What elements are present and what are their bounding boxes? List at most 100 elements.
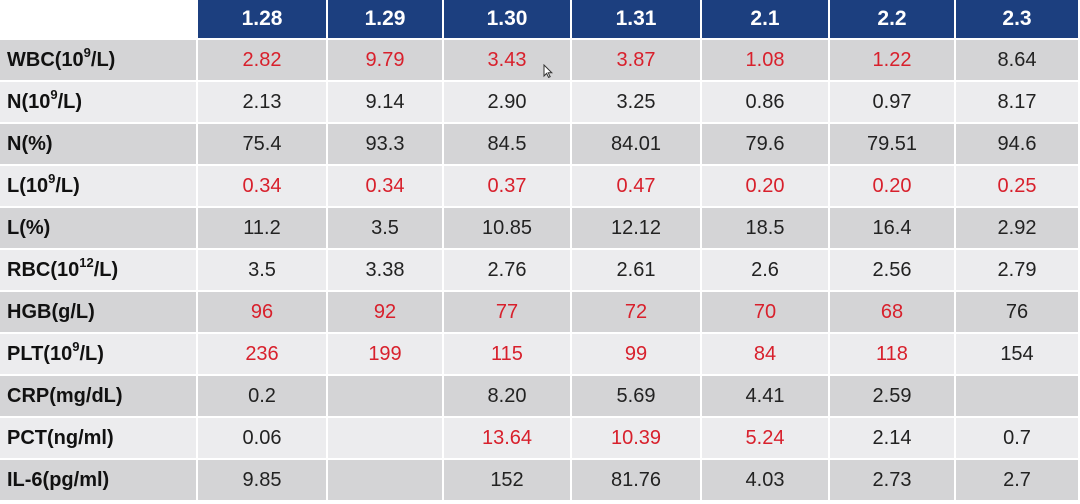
table-cell: 75.4 bbox=[198, 124, 328, 166]
row-label: L(%) bbox=[0, 208, 198, 250]
table-cell bbox=[328, 376, 444, 418]
row-label-text: IL-6(pg/ml) bbox=[7, 468, 110, 491]
table-cell: 84.01 bbox=[572, 124, 702, 166]
table-cell: 0.34 bbox=[198, 166, 328, 208]
table-cell: 76 bbox=[956, 292, 1080, 334]
table-cell: 236 bbox=[198, 334, 328, 376]
row-label-text: L(10 bbox=[7, 174, 49, 197]
row-label: N(%) bbox=[0, 124, 198, 166]
table-row: CRP(mg/dL) 0.2 8.20 5.69 4.41 2.59 bbox=[0, 376, 1080, 418]
table-cell: 1.22 bbox=[830, 40, 956, 82]
table-cell: 4.03 bbox=[702, 460, 830, 502]
table-cell: 3.25 bbox=[572, 82, 702, 124]
table-cell: 8.17 bbox=[956, 82, 1080, 124]
row-label: L(109/L) bbox=[0, 166, 198, 208]
row-label-unit: /L) bbox=[79, 342, 104, 365]
table-cell: 18.5 bbox=[702, 208, 830, 250]
table-cell: 70 bbox=[702, 292, 830, 334]
table-cell: 9.85 bbox=[198, 460, 328, 502]
table-cell: 0.06 bbox=[198, 418, 328, 460]
table-cell: 2.90 bbox=[444, 82, 572, 124]
table-cell: 152 bbox=[444, 460, 572, 502]
column-header: 2.1 bbox=[702, 0, 830, 40]
table-cell: 118 bbox=[830, 334, 956, 376]
header-corner bbox=[0, 0, 198, 40]
table-cell: 10.85 bbox=[444, 208, 572, 250]
table-cell: 11.2 bbox=[198, 208, 328, 250]
table-cell: 2.79 bbox=[956, 250, 1080, 292]
table-cell: 2.82 bbox=[198, 40, 328, 82]
table-cell: 3.5 bbox=[198, 250, 328, 292]
table-cell: 96 bbox=[198, 292, 328, 334]
row-label-text: N(10 bbox=[7, 90, 51, 113]
table-row: IL-6(pg/ml) 9.85 152 81.76 4.03 2.73 2.7 bbox=[0, 460, 1080, 502]
table-cell: 2.14 bbox=[830, 418, 956, 460]
table-cell bbox=[328, 418, 444, 460]
table-cell: 0.97 bbox=[830, 82, 956, 124]
table-cell: 115 bbox=[444, 334, 572, 376]
table-cell: 10.39 bbox=[572, 418, 702, 460]
row-label-exponent: 9 bbox=[83, 44, 91, 60]
table-cell: 9.79 bbox=[328, 40, 444, 82]
row-label-unit: /L) bbox=[57, 90, 83, 113]
row-label-exponent: 12 bbox=[79, 254, 94, 270]
table-cell: 93.3 bbox=[328, 124, 444, 166]
table-cell bbox=[328, 460, 444, 502]
table-cell: 2.56 bbox=[830, 250, 956, 292]
row-label-text: PLT(10 bbox=[7, 342, 73, 365]
table-cell: 0.20 bbox=[702, 166, 830, 208]
table-row: RBC(1012/L) 3.5 3.38 2.76 2.61 2.6 2.56 2.79 bbox=[0, 250, 1080, 292]
table-cell: 3.87 bbox=[572, 40, 702, 82]
table-cell: 13.64 bbox=[444, 418, 572, 460]
table-cell: 3.43 bbox=[444, 40, 572, 82]
table-cell: 0.2 bbox=[198, 376, 328, 418]
row-label: HGB(g/L) bbox=[0, 292, 198, 334]
row-label: IL-6(pg/ml) bbox=[0, 460, 198, 502]
table-cell: 2.7 bbox=[956, 460, 1080, 502]
table-cell: 84.5 bbox=[444, 124, 572, 166]
row-label: WBC(109/L) bbox=[0, 40, 198, 82]
row-label-exponent: 9 bbox=[50, 86, 58, 102]
row-label-exponent: 9 bbox=[48, 170, 56, 186]
row-label-text: N(%) bbox=[7, 132, 53, 155]
table-cell: 2.76 bbox=[444, 250, 572, 292]
table-cell: 2.6 bbox=[702, 250, 830, 292]
row-label: PCT(ng/ml) bbox=[0, 418, 198, 460]
table-cell: 2.73 bbox=[830, 460, 956, 502]
row-label-text: WBC(10 bbox=[7, 48, 84, 71]
table-cell bbox=[956, 376, 1080, 418]
table-row: L(109/L) 0.34 0.34 0.37 0.47 0.20 0.20 0.25 bbox=[0, 166, 1080, 208]
table-cell: 79.6 bbox=[702, 124, 830, 166]
table-cell: 72 bbox=[572, 292, 702, 334]
table-cell: 16.4 bbox=[830, 208, 956, 250]
table-cell: 68 bbox=[830, 292, 956, 334]
mouse-pointer-icon bbox=[543, 64, 553, 78]
table-cell: 0.37 bbox=[444, 166, 572, 208]
table-row: L(%) 11.2 3.5 10.85 12.12 18.5 16.4 2.92 bbox=[0, 208, 1080, 250]
table-cell: 9.14 bbox=[328, 82, 444, 124]
table-cell: 99 bbox=[572, 334, 702, 376]
table-cell: 5.69 bbox=[572, 376, 702, 418]
table-cell: 81.76 bbox=[572, 460, 702, 502]
table-cell: 3.38 bbox=[328, 250, 444, 292]
row-label-text: L(%) bbox=[7, 216, 51, 239]
row-label: PLT(109/L) bbox=[0, 334, 198, 376]
column-header: 1.28 bbox=[198, 0, 328, 40]
table-cell: 0.20 bbox=[830, 166, 956, 208]
row-label: N(109/L) bbox=[0, 82, 198, 124]
row-label-text: CRP(mg/dL) bbox=[7, 384, 123, 407]
table-cell: 0.86 bbox=[702, 82, 830, 124]
table-row: N(109/L) 2.13 9.14 2.90 3.25 0.86 0.97 8.17 bbox=[0, 82, 1080, 124]
column-header: 2.3 bbox=[956, 0, 1080, 40]
table-cell: 79.51 bbox=[830, 124, 956, 166]
table-cell: 0.25 bbox=[956, 166, 1080, 208]
table-row: N(%) 75.4 93.3 84.5 84.01 79.6 79.51 94.6 bbox=[0, 124, 1080, 166]
table-cell: 8.20 bbox=[444, 376, 572, 418]
row-label: CRP(mg/dL) bbox=[0, 376, 198, 418]
row-label-unit: /L) bbox=[93, 258, 119, 281]
row-label-unit: /L) bbox=[55, 174, 80, 197]
column-header: 1.31 bbox=[572, 0, 702, 40]
table-cell: 154 bbox=[956, 334, 1080, 376]
table-cell: 5.24 bbox=[702, 418, 830, 460]
